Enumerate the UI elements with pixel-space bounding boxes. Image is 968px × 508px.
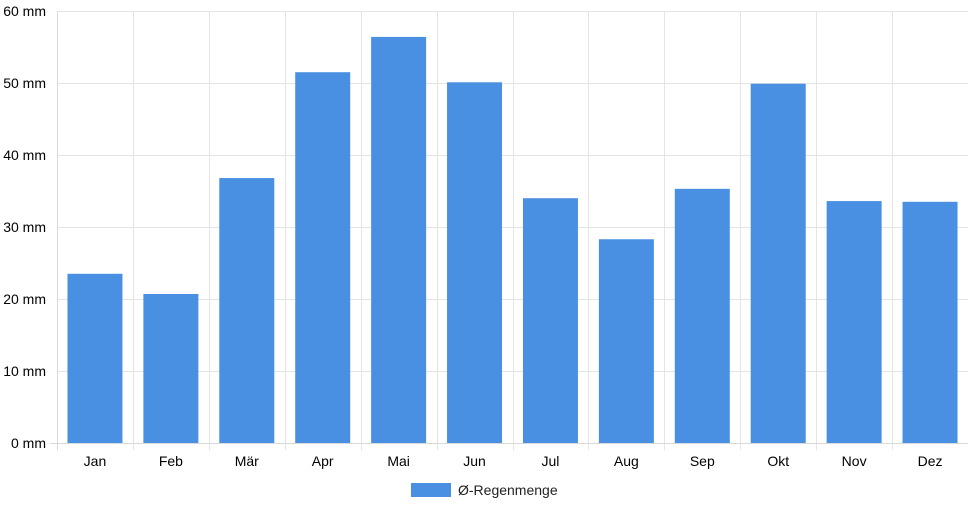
x-tick-label: Apr (312, 453, 334, 469)
legend-swatch[interactable] (411, 483, 451, 497)
bar-jan[interactable]: Jan: 23.5 mm (67, 273, 123, 443)
bar-jul[interactable]: Jul: 34 mm (522, 198, 578, 443)
bar-apr[interactable]: Apr: 51.5 mm (295, 72, 351, 443)
x-tick-label: Sep (690, 453, 715, 469)
y-axis-tick-labels: 0 mm 10 mm 20 mm 30 mm 40 mm 50 mm 60 mm (3, 3, 46, 451)
x-axis-tick-labels: Jan Feb Mär Apr Mai Jun Jul Aug Sep Okt Nov Dez (84, 453, 943, 469)
x-tick-label: Jun (463, 453, 486, 469)
x-tick-label: Jul (542, 453, 560, 469)
bar-aug[interactable]: Aug: 28.3 mm (598, 239, 654, 443)
x-tick-label: Nov (842, 453, 867, 469)
grid (57, 11, 968, 450)
bar-mär[interactable]: Mär: 36.8 mm (219, 178, 275, 444)
x-tick-label: Mär (235, 453, 259, 469)
axes (50, 11, 968, 450)
y-tick-label: 0 mm (11, 435, 46, 451)
legend-label[interactable]: Ø-Regenmenge (458, 482, 558, 498)
bar-jun[interactable]: Jun: 50.1 mm (447, 82, 503, 443)
bar-nov[interactable]: Nov: 33.6 mm (826, 201, 882, 443)
legend[interactable]: Ø-Regenmenge (411, 482, 558, 498)
bar-okt[interactable]: Okt: 49.9 mm (750, 83, 806, 443)
x-tick-label: Mai (387, 453, 410, 469)
y-tick-label: 60 mm (3, 3, 46, 19)
y-tick-label: 30 mm (3, 219, 46, 235)
bar-dez[interactable]: Dez: 33.5 mm (902, 201, 958, 443)
bars: Jan: 23.5 mm Feb: 20.7 mm Mär: 36.8 mm Apr:… (67, 36, 958, 444)
bar-feb[interactable]: Feb: 20.7 mm (143, 293, 199, 443)
bar-mai[interactable]: Mai: 56.4 mm (371, 36, 427, 444)
x-tick-label: Aug (614, 453, 639, 469)
bar-sep[interactable]: Sep: 35.3 mm (674, 188, 730, 443)
x-tick-label: Okt (767, 453, 789, 469)
y-tick-label: 50 mm (3, 75, 46, 91)
y-tick-label: 40 mm (3, 147, 46, 163)
y-tick-label: 10 mm (3, 363, 46, 379)
x-tick-label: Dez (918, 453, 943, 469)
x-tick-label: Feb (159, 453, 183, 469)
x-tick-label: Jan (84, 453, 107, 469)
y-tick-label: 20 mm (3, 291, 46, 307)
